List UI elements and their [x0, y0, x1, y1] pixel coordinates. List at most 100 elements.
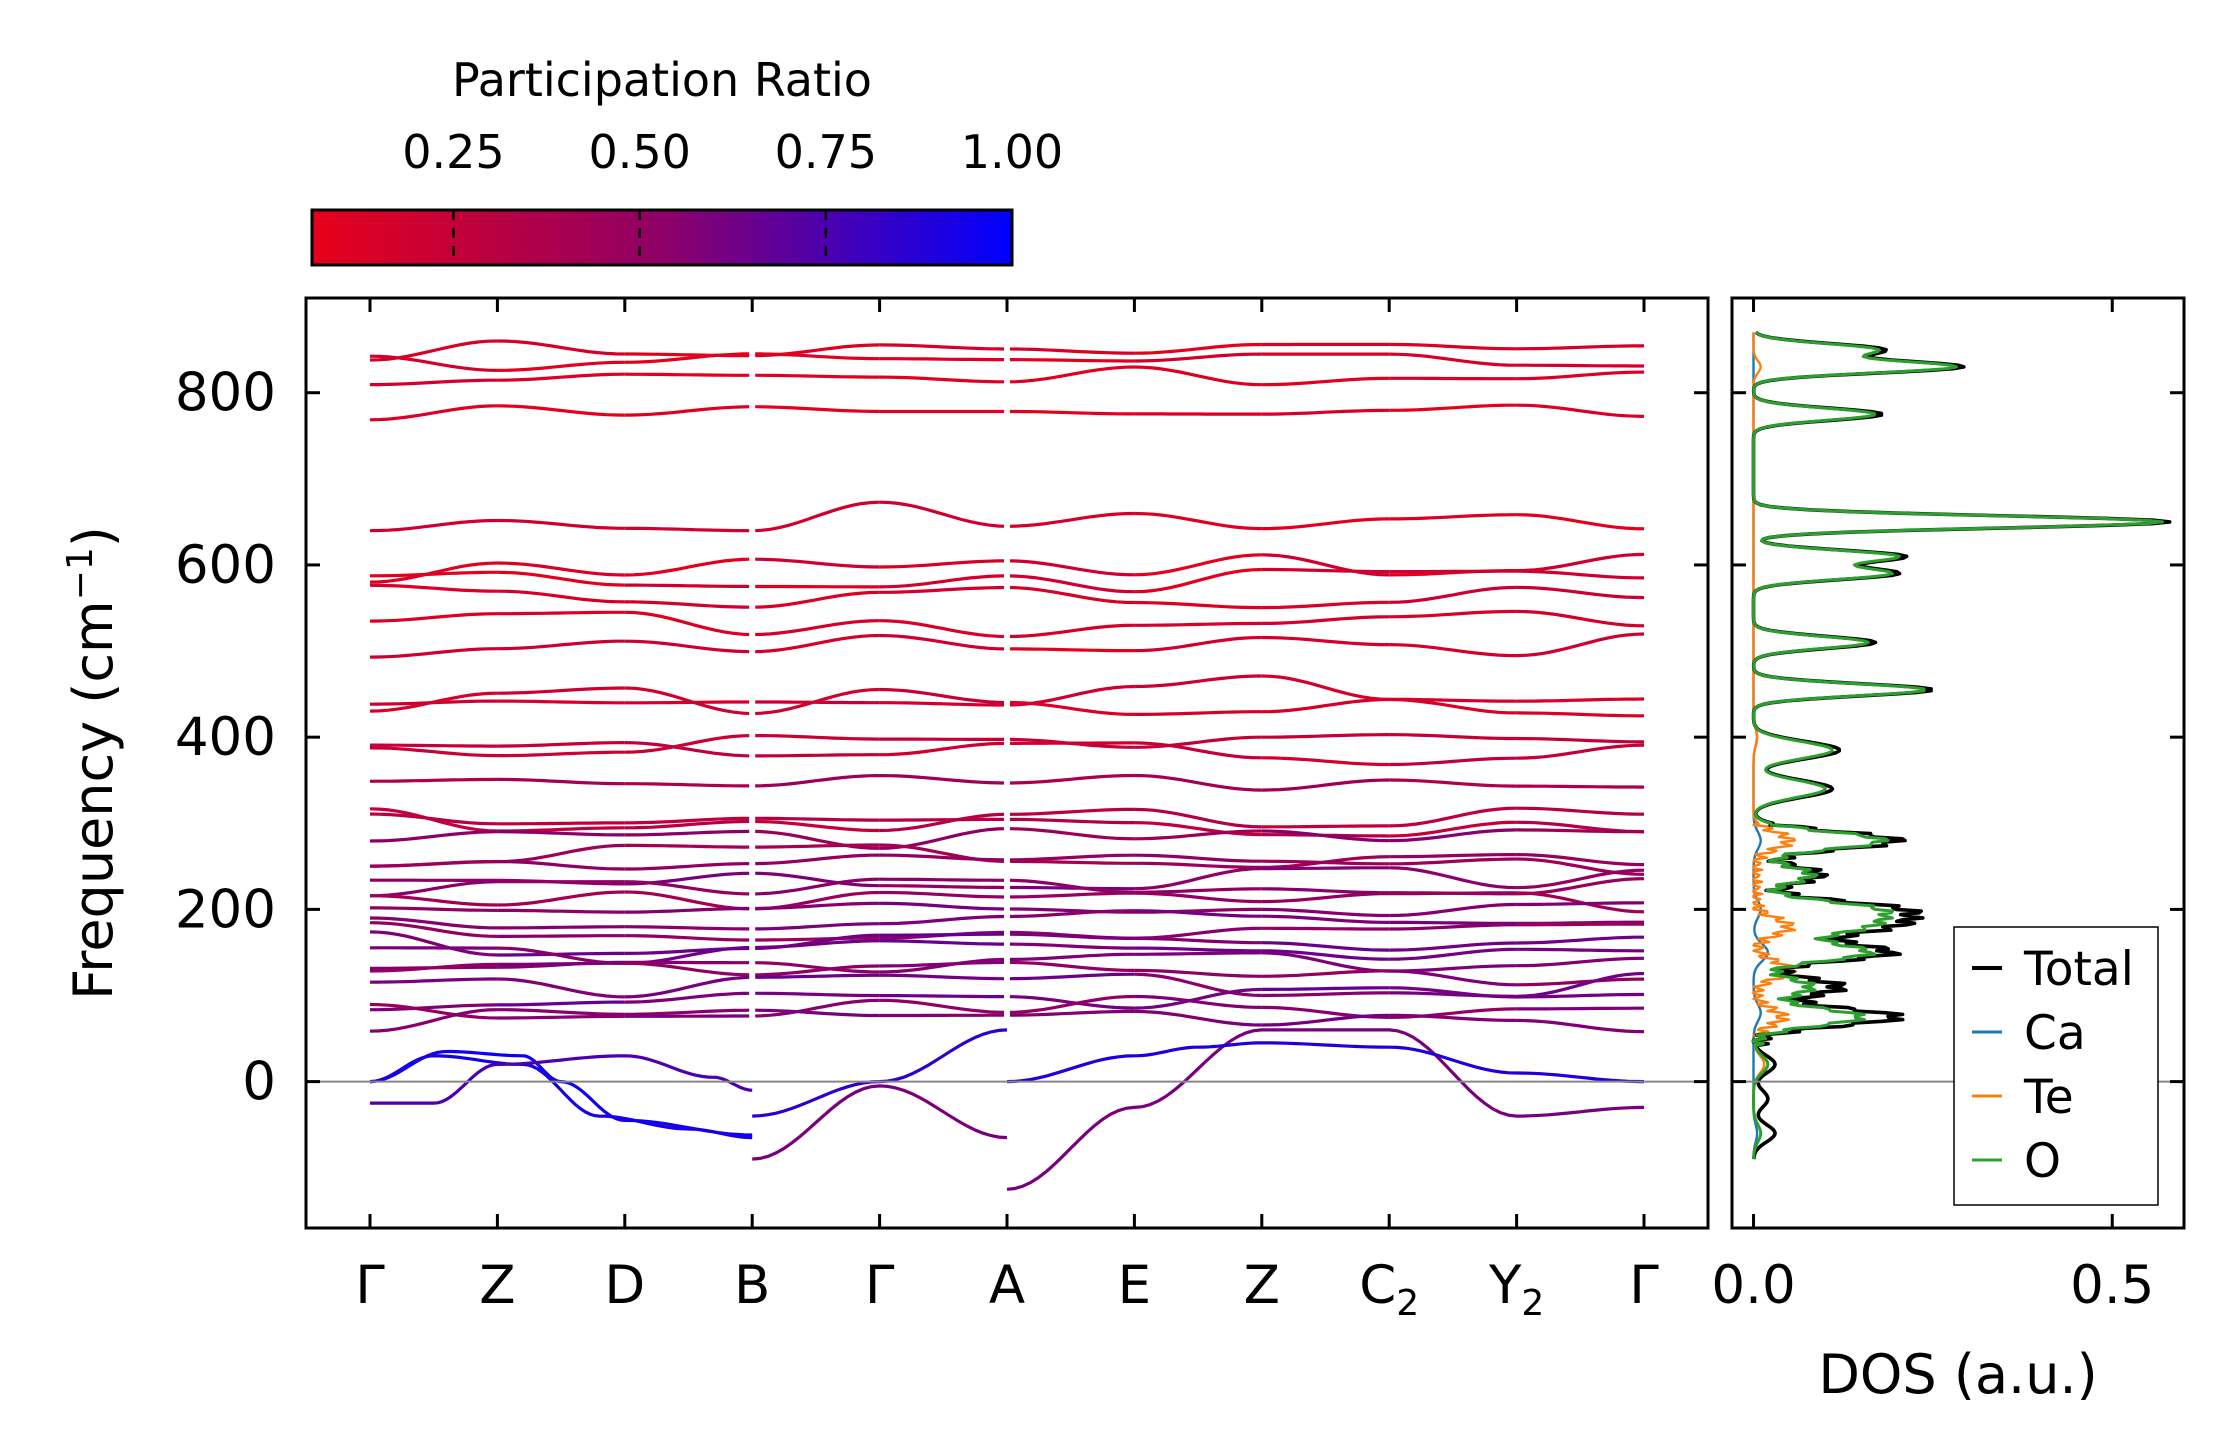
band-line — [1134, 511, 1262, 531]
band-line — [497, 830, 625, 837]
band-line — [879, 877, 1004, 882]
band-line — [1389, 342, 1517, 351]
band-line — [1389, 513, 1517, 521]
band-line — [1010, 1009, 1135, 1017]
band-line — [879, 932, 1004, 937]
band-line — [1261, 567, 1390, 574]
band-line — [497, 961, 625, 966]
band-line — [1261, 635, 1390, 647]
colorbar-gradient — [310, 208, 1014, 267]
band-line — [1009, 932, 1135, 940]
band-line — [1009, 942, 1135, 950]
band-line — [624, 816, 750, 825]
band-line — [755, 816, 880, 822]
band-line — [624, 880, 750, 896]
band-line — [1134, 887, 1262, 894]
band-line — [1516, 344, 1644, 351]
band-lines — [369, 339, 1645, 1191]
band-line — [1009, 960, 1135, 972]
band-panel: 0 200 400 600 800 Γ Z D B Γ A E Z C2 Y2 Γ Frequency (cm… — [60, 296, 1710, 1324]
band-line — [370, 378, 498, 387]
band-line — [1009, 511, 1135, 528]
band-axes: 0 200 400 600 800 Γ Z D B Γ A E Z C2 Y2 Γ — [175, 296, 1710, 1324]
band-line — [1389, 403, 1517, 412]
acoustic-branch — [752, 1084, 1008, 1161]
band-line — [497, 777, 625, 786]
band-line — [1134, 567, 1262, 594]
band-line — [879, 973, 1004, 981]
band-line — [879, 914, 1005, 926]
band-line — [1009, 773, 1135, 785]
band-line — [1261, 892, 1390, 904]
band-line — [624, 906, 750, 914]
band-line — [879, 853, 1005, 862]
colorbar-tick-label: 0.75 — [775, 125, 877, 179]
band-line — [1389, 828, 1517, 843]
band-line — [370, 1003, 498, 1012]
band-line — [624, 1008, 750, 1016]
band-line — [1261, 866, 1390, 871]
band-line — [1009, 909, 1135, 919]
band-line — [624, 819, 750, 830]
legend-label-ca: Ca — [2024, 1006, 2086, 1061]
band-line — [1516, 935, 1644, 945]
x-tick-label: Γ — [1629, 1255, 1659, 1316]
band-line — [497, 699, 625, 705]
band-line — [1261, 829, 1390, 843]
band-line — [1516, 971, 1645, 998]
band-line — [1261, 991, 1390, 998]
band-line — [1009, 827, 1135, 841]
band-line — [1134, 891, 1262, 904]
band-line — [369, 691, 498, 713]
band-line — [369, 977, 498, 984]
band-line — [1516, 828, 1645, 834]
band-line — [879, 500, 1005, 528]
legend-label-o: O — [2024, 1134, 2061, 1189]
band-line — [369, 894, 498, 907]
band-line — [1389, 806, 1517, 828]
band-line — [1134, 987, 1262, 1010]
band-line — [1261, 986, 1390, 991]
band-line — [879, 357, 1004, 362]
band-line — [369, 518, 498, 533]
dos-panel: 0.0 0.5 DOS (a.u.) Total Ca Te O — [1711, 296, 2186, 1406]
band-line — [1261, 941, 1390, 952]
colorbar-ticks: 0.25 0.50 0.75 1.00 — [402, 125, 1063, 265]
band-line — [1261, 778, 1390, 792]
band-line — [370, 743, 498, 748]
band-line — [879, 812, 1005, 833]
band-line — [755, 352, 880, 361]
band-line — [1516, 711, 1644, 718]
band-line — [369, 612, 498, 623]
band-line — [1516, 784, 1645, 789]
x-tick-label: Z — [479, 1255, 515, 1316]
band-line — [1134, 951, 1262, 956]
band-line — [1389, 733, 1517, 741]
band-line — [1009, 994, 1135, 1014]
x-tick-label: Γ — [355, 1255, 385, 1316]
band-line — [755, 961, 880, 974]
band-line — [1009, 585, 1135, 605]
band-line — [1134, 735, 1262, 749]
band-line — [1134, 968, 1262, 978]
band-line — [369, 859, 498, 868]
dos-legend: Total Ca Te O — [1953, 926, 2159, 1206]
band-line — [1389, 947, 1517, 961]
acoustic-branch — [752, 1028, 1008, 1118]
band-line — [755, 973, 880, 979]
band-line — [1261, 517, 1390, 531]
band-line — [370, 570, 498, 578]
band-line — [1009, 995, 1135, 1010]
band-line — [1389, 941, 1517, 952]
band-line — [1516, 609, 1645, 628]
band-line — [1389, 756, 1517, 767]
band-line — [497, 934, 625, 938]
acoustic-branch — [369, 1054, 753, 1140]
band-line — [1009, 623, 1135, 639]
band-line — [1389, 866, 1517, 890]
band-line — [755, 619, 880, 637]
band-line — [369, 1008, 498, 1033]
band-line — [369, 354, 498, 372]
band-line — [369, 921, 498, 938]
band-line — [369, 583, 498, 593]
